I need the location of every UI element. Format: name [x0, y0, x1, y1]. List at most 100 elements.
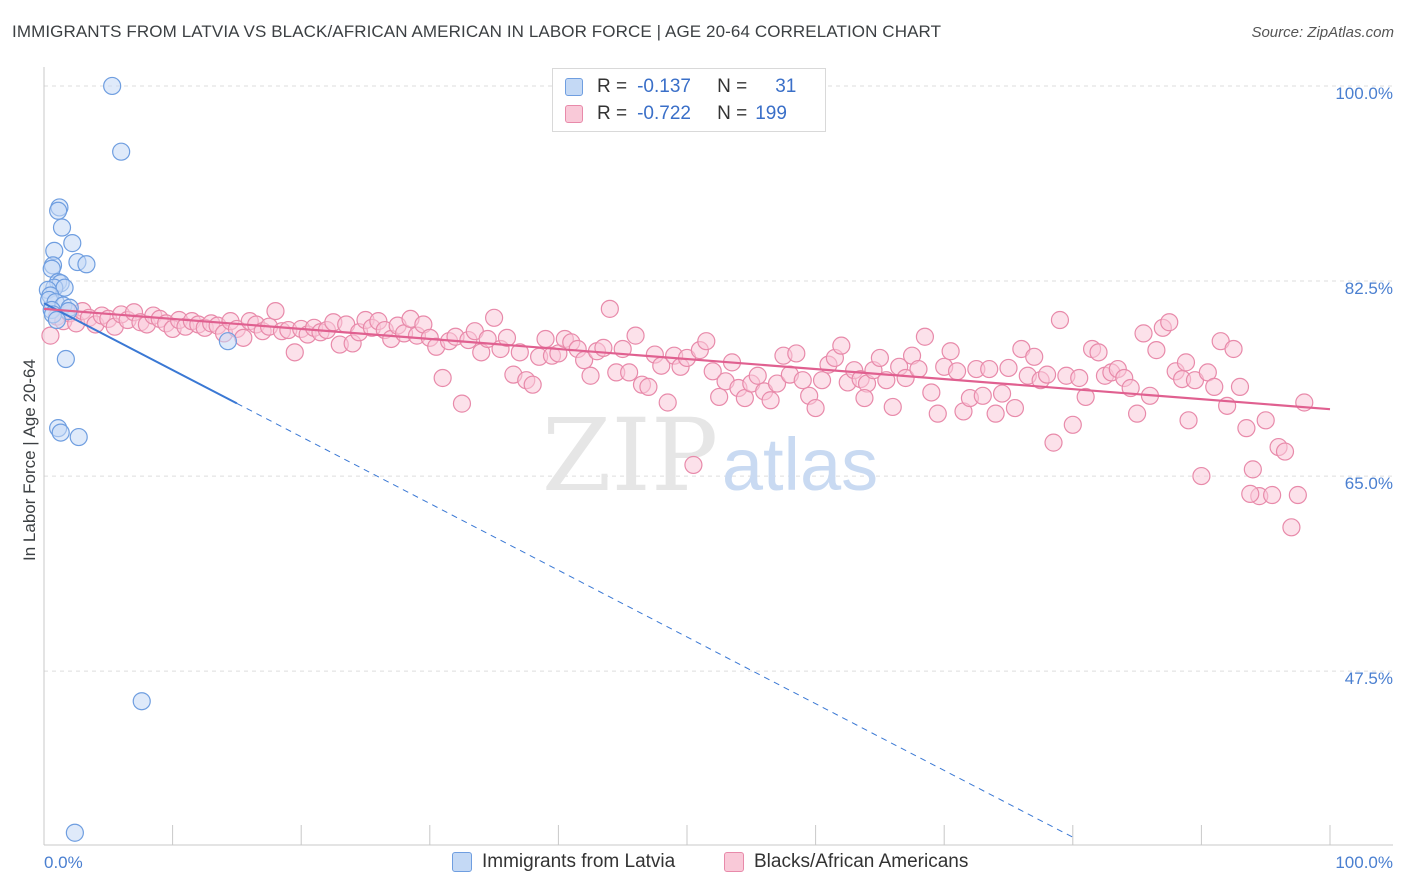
point-pink-150 — [1005, 398, 1025, 418]
point-pink-153 — [1025, 347, 1044, 366]
point-blue-29 — [69, 427, 88, 447]
pink-r-label: R = — [597, 103, 628, 124]
point-pink-136 — [915, 327, 935, 346]
chart-title: IMMIGRANTS FROM LATVIA VS BLACK/AFRICAN … — [12, 22, 942, 41]
point-pink-120 — [812, 371, 832, 390]
point-pink-140 — [941, 342, 960, 361]
point-pink-155 — [1037, 365, 1057, 384]
point-blue-24 — [47, 310, 66, 330]
point-pink-179 — [1192, 466, 1211, 486]
point-blue-0 — [103, 76, 122, 96]
point-pink-84 — [581, 366, 600, 385]
stats-row-blue: R = -0.137 N = 31 — [565, 75, 796, 99]
point-pink-64 — [452, 394, 472, 413]
pink-r-value: -0.722 — [637, 103, 691, 124]
point-pink-116 — [787, 344, 806, 363]
blue-r-label: R = — [597, 76, 628, 97]
point-pink-193 — [1282, 518, 1301, 537]
point-pink-161 — [1076, 387, 1095, 407]
trend-pink — [43, 307, 1331, 411]
point-pink-117 — [793, 371, 812, 390]
point-pink-189 — [1256, 411, 1275, 430]
point-blue-1 — [112, 142, 131, 161]
point-pink-147 — [986, 404, 1005, 423]
point-blue-31 — [65, 823, 84, 842]
stats-row-pink: R = -0.722 N = 199 — [565, 102, 787, 126]
point-pink-91 — [626, 326, 645, 345]
point-pink-187 — [1243, 460, 1262, 479]
legend-pink-swatch — [724, 852, 744, 872]
point-blue-30 — [132, 692, 151, 711]
point-pink-71 — [497, 328, 517, 347]
y-tick-label-1: 82.5% — [1344, 279, 1393, 298]
trend-blue-solid — [43, 302, 238, 405]
point-pink-190 — [1263, 485, 1282, 505]
point-pink-157 — [1050, 310, 1070, 330]
point-pink-104 — [710, 387, 729, 407]
point-pink-138 — [928, 404, 947, 423]
point-pink-77 — [536, 329, 555, 349]
trend-blue-dashed — [236, 402, 1074, 838]
point-pink-110 — [748, 366, 767, 385]
point-blue-5 — [63, 234, 82, 253]
point-pink-38 — [285, 343, 304, 362]
x-tick-label-right: 100.0% — [1335, 853, 1393, 872]
x-tick-label-left: 0.0% — [44, 853, 83, 872]
point-pink-100 — [684, 455, 703, 475]
point-pink-102 — [697, 332, 716, 351]
point-pink-30 — [234, 328, 253, 347]
point-pink-119 — [806, 398, 825, 418]
point-pink-192 — [1275, 442, 1295, 461]
legend-item-pink[interactable]: Blacks/African Americans — [724, 851, 968, 873]
point-pink-194 — [1288, 485, 1307, 505]
point-pink-148 — [992, 384, 1012, 403]
blue-swatch — [565, 78, 583, 96]
point-pink-69 — [485, 308, 504, 327]
blue-series — [38, 76, 237, 842]
point-pink-163 — [1089, 343, 1108, 362]
point-pink-196 — [1241, 484, 1260, 503]
watermark: ZIP atlas — [542, 397, 878, 514]
point-pink-160 — [1070, 368, 1089, 388]
point-pink-113 — [767, 374, 787, 393]
point-pink-135 — [909, 359, 928, 379]
y-tick-label-3: 47.5% — [1344, 669, 1393, 689]
point-pink-184 — [1224, 339, 1243, 359]
point-pink-96 — [658, 393, 677, 412]
point-pink-87 — [600, 299, 619, 318]
point-pink-103 — [703, 362, 722, 381]
point-pink-146 — [980, 359, 999, 379]
y-tick-label-2: 65.0% — [1344, 474, 1393, 494]
point-pink-159 — [1063, 415, 1082, 434]
watermark-zip: ZIP — [542, 397, 718, 514]
legend-blue-label: Immigrants from Latvia — [482, 851, 676, 872]
point-pink-90 — [620, 363, 639, 382]
point-blue-25 — [218, 332, 237, 351]
point-pink-186 — [1237, 419, 1256, 438]
blue-n-value: 31 — [775, 76, 797, 97]
point-pink-156 — [1044, 433, 1063, 452]
point-pink-197 — [855, 388, 874, 408]
point-pink-149 — [999, 358, 1018, 378]
point-pink-145 — [973, 386, 992, 405]
blue-n-label: N = — [717, 76, 748, 97]
point-pink-141 — [947, 362, 967, 381]
pink-n-label: N = — [717, 103, 748, 124]
point-blue-8 — [77, 255, 96, 274]
point-pink-75 — [523, 375, 542, 394]
point-pink-0 — [41, 326, 60, 345]
pink-series — [41, 299, 1314, 537]
point-pink-61 — [433, 368, 452, 388]
point-pink-137 — [922, 383, 941, 402]
source-label: Source: ZipAtlas.com — [1251, 24, 1394, 41]
point-pink-177 — [1179, 411, 1198, 430]
y-tick-label-0: 100.0% — [1335, 83, 1393, 103]
point-blue-28 — [51, 423, 70, 442]
point-pink-198 — [1176, 353, 1196, 372]
point-pink-112 — [761, 391, 780, 410]
pink-swatch — [565, 105, 583, 123]
legend-item-blue[interactable]: Immigrants from Latvia — [452, 851, 675, 873]
point-blue-3 — [49, 201, 68, 220]
point-pink-172 — [1147, 341, 1166, 360]
